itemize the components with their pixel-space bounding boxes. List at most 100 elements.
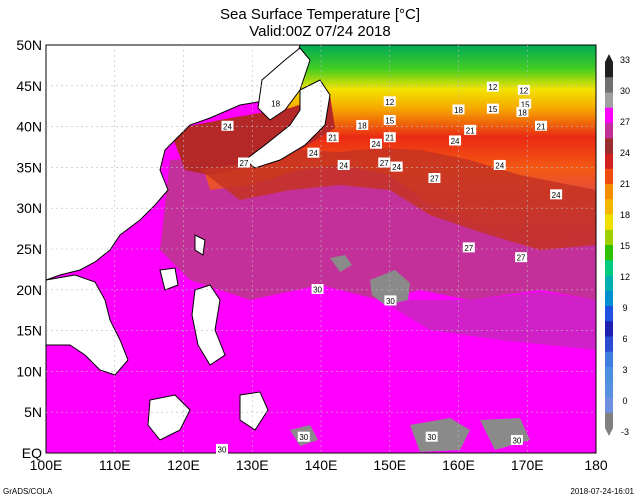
colorbar-swatch — [605, 275, 613, 292]
lat-tick-label: 5N — [24, 404, 42, 420]
colorbar-swatch — [605, 397, 613, 414]
colorbar-swatch — [605, 77, 613, 93]
colorbar-bottom-arrow — [605, 428, 613, 436]
colorbar-label: 18 — [620, 210, 630, 220]
lat-tick-label: 45N — [16, 78, 42, 94]
lon-tick-label: 130E — [236, 457, 269, 473]
svg-text:24: 24 — [495, 161, 504, 170]
footer-credit: GrADS/COLA — [3, 487, 53, 496]
colorbar-label: 0 — [622, 396, 627, 406]
contour-label: 12 — [486, 81, 499, 92]
colorbar-label: 3 — [622, 365, 627, 375]
contour-label: 18 — [356, 119, 369, 130]
honshu — [244, 79, 331, 169]
contour-label: 24 — [390, 161, 403, 172]
contour-label: 30 — [510, 434, 523, 445]
colorbar-swatch — [605, 153, 613, 170]
svg-text:12: 12 — [519, 86, 528, 95]
lon-tick-label: 160E — [442, 457, 475, 473]
sulawesi — [239, 391, 269, 431]
svg-text:15: 15 — [488, 105, 497, 114]
colorbar-swatch — [605, 321, 613, 337]
contour-label: 30 — [311, 283, 324, 294]
colorbar-swatch — [605, 367, 613, 383]
axis-labels: 100E 110E 120E 130E 140E 150E 160E 170E 180 50N 45… — [16, 37, 608, 473]
lat-tick-label: 50N — [16, 37, 42, 53]
borneo — [147, 394, 191, 441]
contour-label: 30 — [216, 443, 228, 454]
contour-label: 15 — [486, 103, 499, 114]
colorbar-swatch — [605, 245, 613, 261]
contour-label: 12 — [383, 96, 396, 107]
colorbar-swatch — [605, 168, 613, 185]
contour-label: 12 — [517, 84, 530, 95]
svg-text:30: 30 — [427, 433, 436, 442]
contour-label: 24 — [307, 147, 320, 158]
colorbar-swatch — [605, 412, 613, 429]
lat-tick-label: 20N — [16, 282, 42, 298]
svg-text:30: 30 — [299, 433, 308, 442]
indochina — [46, 274, 129, 376]
philippines — [191, 284, 226, 366]
colorbar-swatch — [605, 92, 613, 109]
map-subtitle: Valid:00Z 07/24 2018 — [249, 23, 391, 40]
contour-label: 30 — [425, 431, 438, 442]
colorbar-swatch — [605, 260, 613, 276]
hainan — [159, 267, 179, 291]
lon-tick-label: 100E — [30, 457, 63, 473]
svg-text:27: 27 — [240, 159, 249, 168]
contour-label: 24 — [370, 138, 382, 149]
lat-tick-label: EQ — [22, 445, 42, 461]
contour-label: 27 — [515, 252, 528, 263]
lat-tick-label: 25N — [16, 241, 42, 257]
colorbar-label: 27 — [620, 117, 630, 127]
contour-label: 24 — [550, 189, 563, 200]
colorbar-top-arrow — [605, 54, 613, 62]
svg-text:21: 21 — [537, 122, 546, 131]
lat-tick-label: 40N — [16, 119, 42, 135]
lat-tick-label: 35N — [16, 159, 42, 175]
contour-label: 15 — [519, 98, 532, 109]
contour-label: 27 — [462, 242, 475, 253]
lat-tick-label: 10N — [16, 363, 42, 379]
svg-text:30: 30 — [386, 297, 395, 306]
contour-label: 21 — [464, 124, 477, 135]
svg-text:15: 15 — [521, 100, 530, 109]
svg-text:24: 24 — [223, 122, 232, 131]
contour-label: 18 — [452, 104, 465, 115]
colorbar-swatch — [605, 138, 613, 154]
contour-label: 24 — [221, 120, 234, 131]
colorbar-swatch — [605, 351, 613, 368]
svg-text:12: 12 — [385, 98, 394, 107]
colorbar-swatch — [605, 184, 613, 200]
lon-tick-label: 180 — [584, 457, 608, 473]
svg-text:24: 24 — [309, 149, 318, 158]
svg-text:15: 15 — [385, 117, 394, 126]
colorbar-label: 15 — [620, 241, 630, 251]
map-title: Sea Surface Temperature [°C] — [220, 6, 420, 23]
svg-text:30: 30 — [218, 445, 227, 454]
svg-text:27: 27 — [380, 159, 389, 168]
svg-text:30: 30 — [512, 436, 521, 445]
contour-label: 18 — [516, 106, 529, 117]
colorbar-swatch — [605, 336, 613, 353]
lon-tick-label: 170E — [511, 457, 544, 473]
warm-pool-patches — [290, 255, 530, 452]
svg-text:24: 24 — [552, 191, 561, 200]
colorbar-label: -3 — [621, 427, 629, 437]
svg-text:18: 18 — [454, 106, 463, 115]
colorbar-label: 6 — [622, 334, 627, 344]
colorbar-swatch — [605, 382, 613, 398]
lon-tick-label: 120E — [167, 457, 200, 473]
svg-text:27: 27 — [464, 244, 473, 253]
svg-text:21: 21 — [466, 126, 475, 135]
contour-label: 24 — [493, 159, 506, 170]
ocean-mid-belt — [380, 292, 596, 350]
colorbar-swatch — [605, 214, 613, 231]
colorbar-label: 30 — [620, 86, 630, 96]
svg-text:12: 12 — [488, 83, 497, 92]
contour-label: 24 — [337, 159, 350, 170]
colorbar-swatch — [605, 107, 613, 124]
